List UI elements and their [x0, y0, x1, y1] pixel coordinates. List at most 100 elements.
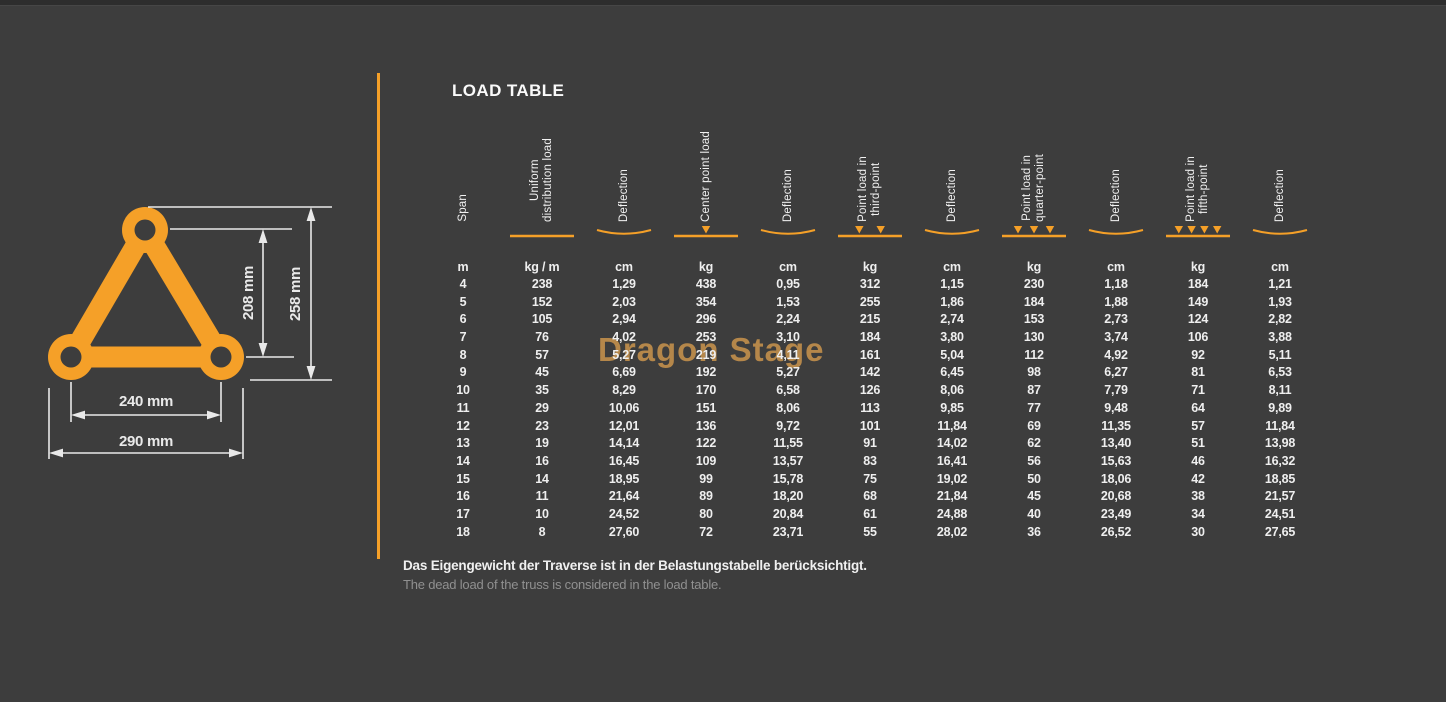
cell-span: 6	[459, 312, 467, 327]
cell-deflection-3: 2,74	[940, 312, 964, 327]
cell-deflection-2: 5,27	[776, 365, 800, 380]
cell-deflection-5: 1,21	[1268, 277, 1292, 291]
cell-point-load-third-point: 75	[863, 471, 877, 486]
cell-point-load-fifth-point: 38	[1191, 489, 1205, 504]
truss-diagram-svg: 208 mm 258 mm 240 mm 290 mm	[48, 206, 332, 459]
cell-uniform-distribution-load: 35	[535, 383, 549, 398]
cell-deflection-4: 15,63	[1100, 453, 1132, 468]
cell-span: 12	[456, 418, 470, 433]
cell-span: 18	[456, 524, 470, 539]
cell-point-load-quarter-point: 77	[1027, 400, 1041, 415]
cell-deflection-4: 3,74	[1104, 330, 1128, 345]
cell-point-load-fifth-point: 51	[1191, 436, 1205, 451]
cell-point-load-third-point: 68	[863, 489, 877, 504]
section-divider-line	[377, 73, 380, 559]
table-row-span-16: 16 11 21,64 89 18,20 68 21,84 45 20,68 38 21,57	[425, 488, 1325, 506]
cell-center-point-load: 89	[699, 489, 713, 504]
load-symbol-deflection-1	[583, 222, 665, 240]
cell-point-load-quarter-point: 50	[1027, 471, 1041, 486]
cell-point-load-third-point: 312	[859, 277, 881, 291]
load-symbol-center-point-load	[665, 222, 747, 240]
cell-deflection-4: 2,73	[1104, 312, 1128, 327]
cell-deflection-5: 18,85	[1264, 471, 1296, 486]
load-1-glyph	[674, 226, 738, 238]
cell-deflection-2: 0,95	[776, 277, 800, 291]
cell-point-load-fifth-point: 57	[1191, 418, 1205, 433]
cell-point-load-fifth-point: 124	[1187, 312, 1209, 327]
cell-center-point-load: 192	[695, 365, 717, 380]
cell-deflection-2: 18,20	[772, 489, 804, 504]
unit-span: m	[457, 260, 469, 274]
cell-deflection-2: 1,53	[776, 294, 800, 309]
cell-deflection-2: 3,10	[776, 330, 800, 345]
cell-point-load-fifth-point: 30	[1191, 524, 1205, 539]
cell-deflection-1: 2,03	[612, 294, 636, 309]
top-edge-strip	[0, 0, 1446, 6]
cell-deflection-5: 13,98	[1264, 436, 1296, 451]
cell-center-point-load: 80	[699, 506, 713, 521]
cell-uniform-distribution-load: 23	[535, 418, 549, 433]
cell-span: 8	[459, 347, 467, 362]
unit-deflection-2: cm	[779, 260, 797, 274]
table-row-span-10: 10 35 8,29 170 6,58 126 8,06 87 7,79 71 8,11	[425, 382, 1325, 400]
cell-center-point-load: 438	[695, 277, 717, 291]
cell-deflection-5: 6,53	[1268, 365, 1292, 380]
cell-deflection-3: 19,02	[936, 471, 968, 486]
cell-deflection-1: 24,52	[608, 506, 640, 521]
cell-deflection-1: 12,01	[608, 418, 640, 433]
load-3-glyph	[1002, 226, 1066, 238]
col-header-label: Deflection	[1109, 168, 1122, 222]
cell-point-load-fifth-point: 42	[1191, 471, 1205, 486]
cell-span: 14	[456, 453, 470, 468]
table-row-span-6: 6 105 2,94 296 2,24 215 2,74 153 2,73 124 2,82	[425, 311, 1325, 329]
col-header-label: Uniform distribution load	[529, 138, 554, 222]
cell-deflection-4: 4,92	[1104, 347, 1128, 362]
col-header-label: Deflection	[945, 168, 958, 222]
cell-point-load-quarter-point: 130	[1023, 330, 1045, 345]
table-row-span-8: 8 57 5,27 219 4,11 161 5,04 112 4,92 92 5,11	[425, 347, 1325, 365]
cell-deflection-4: 18,06	[1100, 471, 1132, 486]
cell-point-load-third-point: 126	[859, 383, 881, 398]
cell-center-point-load: 122	[695, 436, 717, 451]
cell-deflection-4: 9,48	[1104, 400, 1128, 415]
dimension-arrowheads	[49, 207, 316, 458]
cell-center-point-load: 219	[695, 347, 717, 362]
cell-deflection-5: 9,89	[1268, 400, 1292, 415]
load-symbol-point-load-third-point	[829, 222, 911, 240]
cell-point-load-quarter-point: 40	[1027, 506, 1041, 521]
unit-point-load-fifth-point: kg	[1190, 260, 1206, 274]
cell-point-load-fifth-point: 149	[1187, 294, 1209, 309]
cell-center-point-load: 136	[695, 418, 717, 433]
cell-deflection-3: 21,84	[936, 489, 968, 504]
cell-deflection-4: 26,52	[1100, 524, 1132, 539]
col-header-label: Point load in third-point	[857, 156, 882, 222]
dim-label-240mm: 240 mm	[119, 393, 173, 410]
cell-point-load-fifth-point: 184	[1187, 277, 1209, 291]
col-header-label: Point load in fifth-point	[1185, 156, 1210, 222]
table-row-span-4: 4 238 1,29 438 0,95 312 1,15 230 1,18 184 1,21	[425, 276, 1325, 294]
cell-uniform-distribution-load: 10	[535, 506, 549, 521]
cell-point-load-third-point: 55	[863, 524, 877, 539]
cell-deflection-3: 28,02	[936, 524, 968, 539]
col-header-label: Center point load	[699, 131, 712, 222]
cell-deflection-2: 4,11	[776, 347, 800, 362]
cell-deflection-1: 5,27	[612, 347, 636, 362]
unit-deflection-5: cm	[1271, 260, 1289, 274]
cell-deflection-2: 8,06	[776, 400, 800, 415]
watermark-text: Dragon Stage	[598, 331, 825, 368]
col-header-deflection-1: Deflection	[583, 100, 665, 222]
cell-point-load-third-point: 215	[859, 312, 881, 327]
cell-uniform-distribution-load: 45	[535, 365, 549, 380]
col-header-deflection-2: Deflection	[747, 100, 829, 222]
cell-deflection-2: 23,71	[772, 524, 804, 539]
cell-span: 17	[456, 506, 470, 521]
load-symbol-deflection-5	[1239, 222, 1321, 240]
cell-deflection-2: 6,58	[776, 383, 800, 398]
cell-deflection-3: 3,80	[940, 330, 964, 345]
table-row-span-13: 13 19 14,14 122 11,55 91 14,02 62 13,40 51 13,98	[425, 435, 1325, 453]
col-header-label: Deflection	[617, 168, 630, 222]
cell-uniform-distribution-load: 57	[535, 347, 549, 362]
col-header-label: Span	[456, 194, 469, 222]
cell-deflection-5: 11,84	[1265, 418, 1295, 433]
cell-point-load-fifth-point: 46	[1191, 453, 1205, 468]
